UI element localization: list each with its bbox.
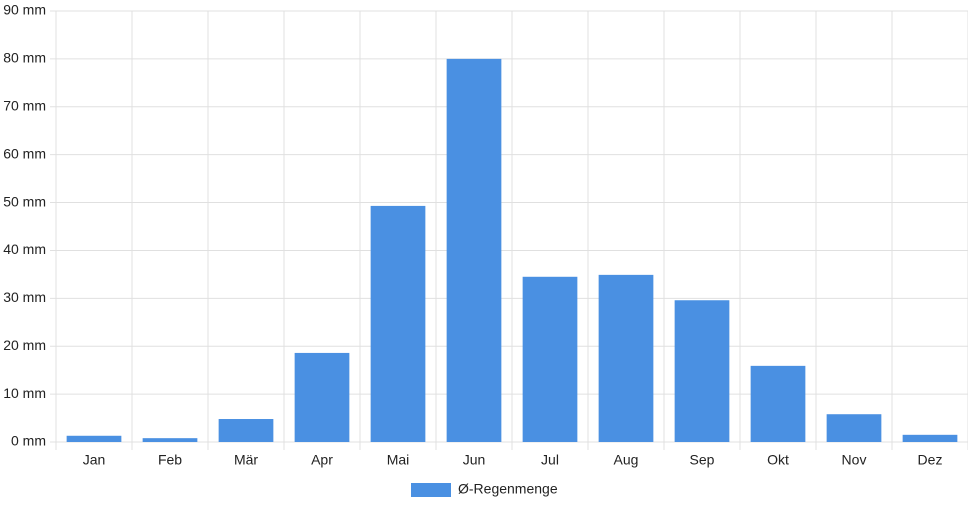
bar bbox=[674, 300, 730, 442]
x-tick-label: Feb bbox=[158, 452, 182, 468]
x-tick-label: Mär bbox=[234, 452, 258, 468]
bar bbox=[522, 276, 578, 442]
bar bbox=[902, 434, 958, 442]
x-tick-label: Jul bbox=[541, 452, 559, 468]
y-tick-label: 40 mm bbox=[3, 241, 46, 257]
x-tick-label: Mai bbox=[387, 452, 410, 468]
y-tick-label: 90 mm bbox=[3, 2, 46, 18]
legend-label: Ø-Regenmenge bbox=[458, 481, 558, 497]
y-tick-label: 0 mm bbox=[11, 433, 46, 449]
bar bbox=[598, 274, 654, 442]
bar bbox=[294, 352, 350, 442]
y-tick-label: 30 mm bbox=[3, 289, 46, 305]
y-tick-label: 50 mm bbox=[3, 193, 46, 209]
bar bbox=[370, 205, 426, 442]
y-tick-label: 20 mm bbox=[3, 337, 46, 353]
y-tick-label: 70 mm bbox=[3, 97, 46, 113]
x-tick-label: Apr bbox=[311, 452, 333, 468]
y-tick-label: 80 mm bbox=[3, 50, 46, 66]
x-tick-label: Jan bbox=[83, 452, 106, 468]
bar bbox=[218, 419, 274, 442]
bar bbox=[66, 435, 122, 442]
bar bbox=[446, 58, 502, 443]
x-tick-label: Nov bbox=[842, 452, 867, 468]
bar bbox=[826, 414, 882, 442]
x-tick-label: Jun bbox=[463, 452, 486, 468]
y-tick-label: 10 mm bbox=[3, 385, 46, 401]
x-tick-label: Aug bbox=[614, 452, 639, 468]
x-tick-label: Okt bbox=[767, 452, 789, 468]
bar bbox=[142, 438, 198, 442]
y-tick-label: 60 mm bbox=[3, 145, 46, 161]
x-tick-label: Sep bbox=[690, 452, 715, 468]
bar bbox=[750, 365, 806, 442]
legend-swatch bbox=[411, 483, 451, 497]
x-tick-label: Dez bbox=[918, 452, 943, 468]
